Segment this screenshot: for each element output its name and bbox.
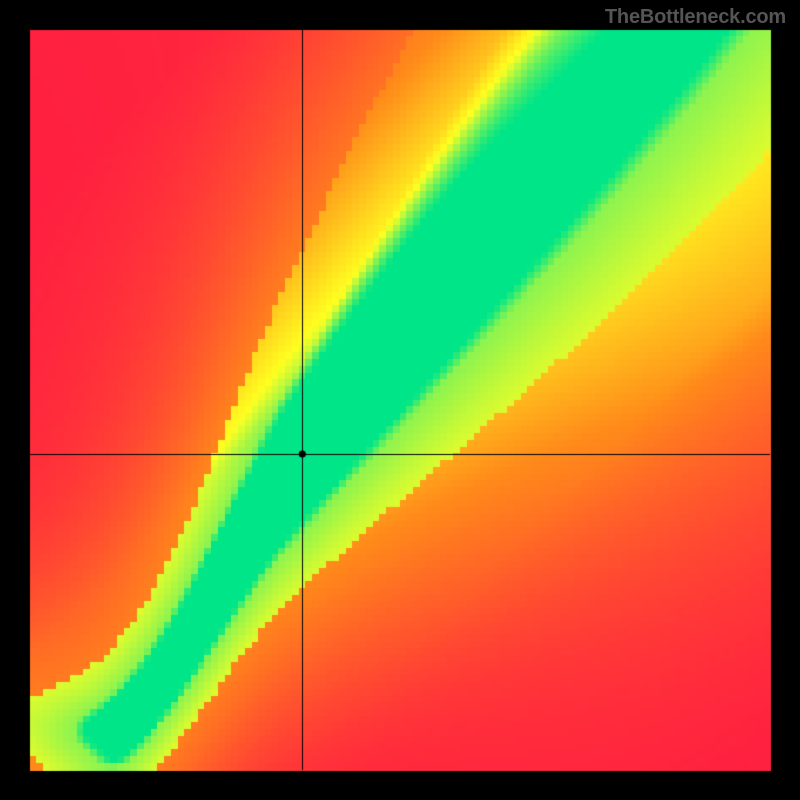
watermark-text: TheBottleneck.com xyxy=(605,6,786,29)
heatmap-canvas xyxy=(0,0,800,800)
chart-container: TheBottleneck.com xyxy=(0,0,800,800)
